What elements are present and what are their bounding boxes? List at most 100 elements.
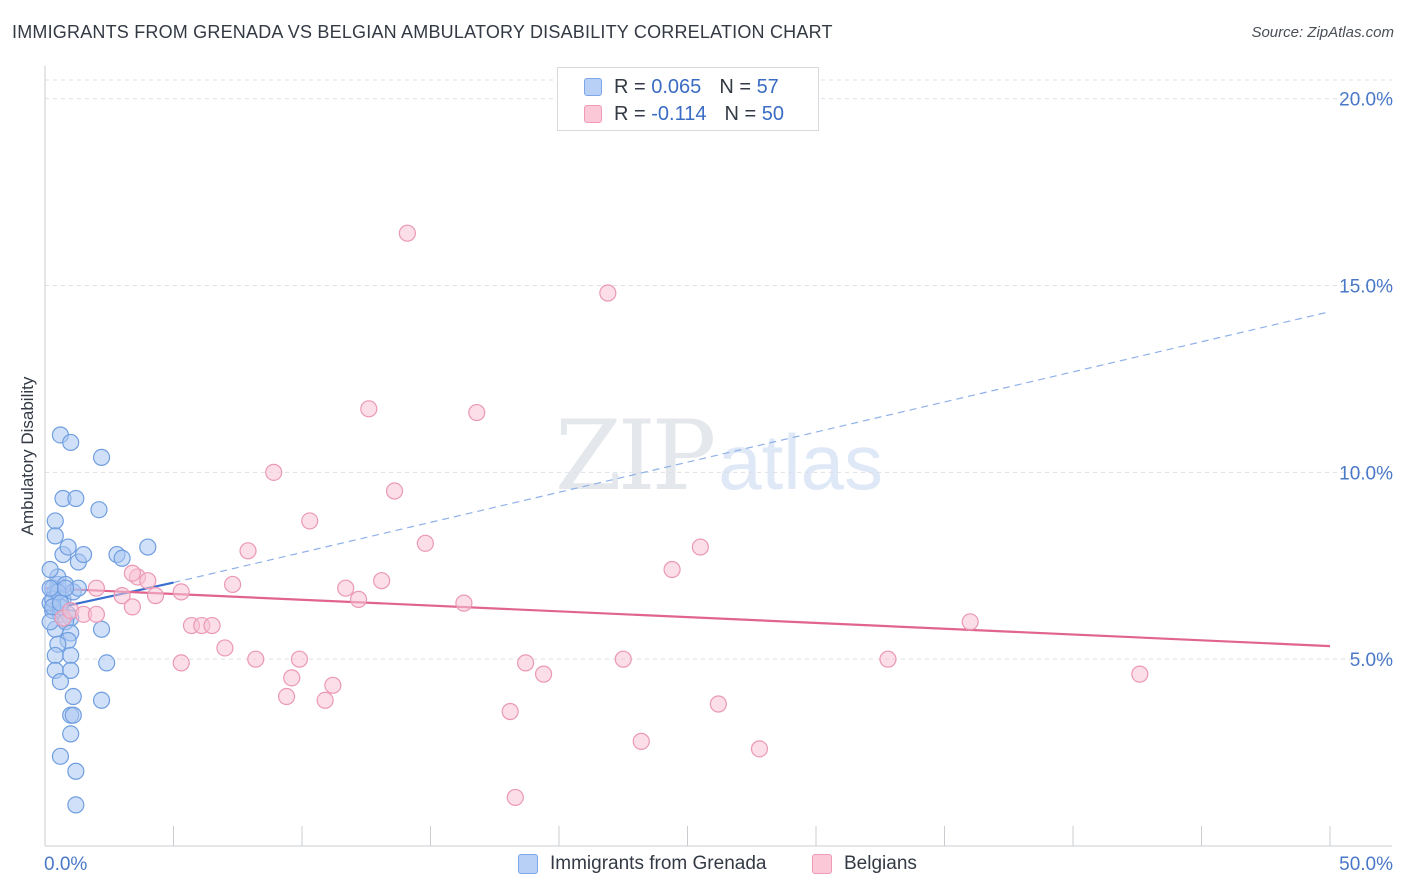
- point-belgians: [709, 695, 727, 713]
- legend-swatch-grenada: [584, 78, 602, 96]
- point-belgians: [663, 560, 681, 579]
- legend-n-value: 50: [761, 102, 784, 125]
- point-belgians: [534, 665, 553, 683]
- point-belgians: [301, 512, 319, 530]
- point-belgians: [87, 605, 106, 623]
- bottom-legend-grenada: Immigrants from Grenada: [518, 852, 766, 876]
- point-belgians: [501, 702, 519, 721]
- point-belgians: [247, 650, 265, 668]
- point-belgians: [614, 650, 632, 668]
- point-grenada: [62, 646, 80, 665]
- trend-lines: [44, 311, 1331, 648]
- point-grenada: [92, 620, 111, 638]
- point-belgians: [516, 654, 535, 672]
- point-belgians: [172, 654, 190, 672]
- point-belgians: [398, 224, 416, 242]
- bottom-legend-label: Belgians: [844, 853, 917, 874]
- legend-n-value: 57: [756, 75, 779, 98]
- bottom-legend-swatch-belgians: [812, 854, 832, 874]
- point-belgians: [416, 534, 434, 552]
- point-belgians: [283, 669, 301, 687]
- point-belgians: [203, 616, 221, 635]
- legend-r-value: 0.065: [651, 75, 702, 98]
- point-belgians: [239, 542, 257, 560]
- legend-n-label: N =: [724, 102, 757, 125]
- point-grenada: [59, 538, 77, 556]
- legend-r-value: -0.114: [651, 102, 707, 125]
- legend-row-grenada: R = 0.065 N = 57: [584, 74, 779, 100]
- trend-belgians: [44, 587, 1331, 648]
- point-belgians: [87, 579, 106, 597]
- point-belgians: [468, 403, 486, 422]
- point-grenada: [56, 579, 75, 597]
- point-belgians: [172, 583, 190, 601]
- y-tick-label: 15.0%: [1339, 277, 1393, 298]
- point-belgians: [123, 598, 141, 616]
- legend-r-label: R =: [614, 75, 646, 98]
- point-belgians: [337, 579, 355, 597]
- point-belgians: [277, 687, 296, 706]
- legend-swatch-belgians: [584, 105, 602, 123]
- series-belgians-points: [54, 224, 1149, 807]
- point-belgians: [123, 564, 141, 582]
- point-belgians: [961, 613, 979, 631]
- bottom-legend-belgians: Belgians: [812, 852, 917, 876]
- point-grenada: [113, 549, 131, 567]
- point-belgians: [1131, 665, 1149, 683]
- point-belgians: [113, 587, 131, 605]
- point-belgians: [216, 639, 234, 657]
- point-belgians: [385, 482, 404, 500]
- point-grenada: [62, 661, 80, 679]
- point-grenada: [92, 691, 111, 709]
- point-belgians: [324, 676, 342, 694]
- correlation-legend: R = 0.065 N = 57 R = -0.114 N = 50: [557, 67, 819, 131]
- y-tick-label: 10.0%: [1339, 463, 1393, 484]
- point-belgians: [265, 463, 283, 481]
- point-belgians: [750, 740, 769, 758]
- point-grenada: [46, 527, 64, 545]
- point-grenada: [62, 433, 80, 452]
- source-label: Source: ZipAtlas.com: [1251, 24, 1394, 41]
- point-grenada: [74, 545, 93, 564]
- y-tick-label: 20.0%: [1339, 90, 1393, 111]
- y-tick-labels: 5.0% 10.0% 15.0% 20.0%: [1339, 90, 1393, 671]
- point-belgians: [455, 594, 473, 612]
- point-belgians: [316, 691, 334, 709]
- point-grenada: [67, 489, 85, 508]
- point-grenada: [67, 796, 85, 814]
- legend-r-label: R =: [614, 102, 646, 125]
- point-grenada: [64, 706, 82, 724]
- point-grenada: [90, 501, 108, 519]
- point-belgians: [349, 590, 368, 608]
- trend-grenada-extension: [173, 311, 1331, 584]
- point-grenada: [67, 762, 85, 780]
- x-tick-labels: 0.0% 50.0%: [44, 854, 1393, 875]
- point-belgians: [290, 650, 309, 668]
- point-belgians: [224, 575, 242, 594]
- point-belgians: [139, 572, 157, 590]
- legend-row-belgians: R = -0.114 N = 50: [584, 101, 784, 127]
- point-grenada: [51, 672, 70, 691]
- x-tick-label: 0.0%: [44, 854, 87, 875]
- chart-title: IMMIGRANTS FROM GRENADA VS BELGIAN AMBUL…: [12, 22, 833, 42]
- grid-lines: [45, 79, 1392, 660]
- bottom-legend-swatch-grenada: [518, 854, 538, 874]
- point-belgians: [360, 400, 378, 418]
- point-belgians: [599, 284, 617, 302]
- legend-n-label: N =: [719, 75, 751, 98]
- point-grenada: [62, 725, 80, 743]
- point-belgians: [506, 788, 524, 807]
- point-grenada: [41, 579, 59, 597]
- bottom-legend-label: Immigrants from Grenada: [550, 853, 767, 874]
- series-grenada-points: [41, 426, 157, 814]
- point-belgians: [373, 572, 391, 590]
- point-grenada: [139, 538, 157, 556]
- point-grenada: [41, 560, 59, 579]
- point-belgians: [146, 587, 165, 605]
- point-grenada: [98, 654, 116, 672]
- point-grenada: [46, 646, 64, 665]
- point-belgians: [632, 732, 650, 750]
- x-tick-label: 50.0%: [1339, 854, 1393, 875]
